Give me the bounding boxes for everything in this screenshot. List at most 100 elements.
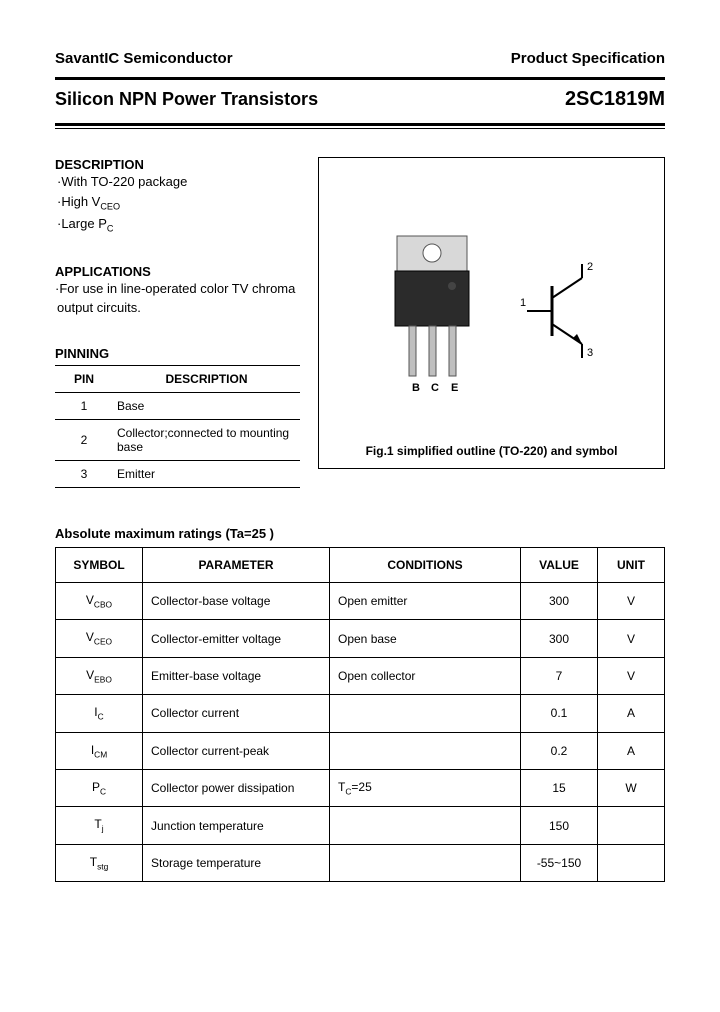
cell-unit xyxy=(598,844,665,881)
cell-parameter: Collector current-peak xyxy=(143,732,330,769)
table-row: VEBOEmitter-base voltageOpen collector7V xyxy=(56,657,665,694)
cell-symbol: Tj xyxy=(56,807,143,844)
col-unit: UNIT xyxy=(598,547,665,582)
table-row: 2 Collector;connected to mounting base xyxy=(55,419,300,460)
col-symbol: SYMBOL xyxy=(56,547,143,582)
doc-type: Product Specification xyxy=(511,50,665,67)
ratings-table: SYMBOL PARAMETER CONDITIONS VALUE UNIT V… xyxy=(55,547,665,882)
pin-num: 1 xyxy=(55,392,113,419)
cell-unit: V xyxy=(598,582,665,619)
cell-parameter: Junction temperature xyxy=(143,807,330,844)
applications-heading: APPLICATIONS xyxy=(55,264,300,279)
cell-conditions: Open emitter xyxy=(330,582,521,619)
description-heading: DESCRIPTION xyxy=(55,157,300,172)
pin-desc: Collector;connected to mounting base xyxy=(113,419,300,460)
rule xyxy=(55,77,665,80)
cell-unit: A xyxy=(598,732,665,769)
col-pin: PIN xyxy=(55,365,113,392)
cell-unit: W xyxy=(598,769,665,806)
cell-parameter: Collector-emitter voltage xyxy=(143,620,330,657)
cell-parameter: Collector current xyxy=(143,695,330,732)
desc-item: ·High VCEO xyxy=(57,192,300,214)
cell-parameter: Emitter-base voltage xyxy=(143,657,330,694)
cell-unit xyxy=(598,807,665,844)
cell-value: 150 xyxy=(521,807,598,844)
cell-symbol: ICM xyxy=(56,732,143,769)
table-row: VCEOCollector-emitter voltageOpen base30… xyxy=(56,620,665,657)
col-conditions: CONDITIONS xyxy=(330,547,521,582)
cell-conditions xyxy=(330,695,521,732)
company-name: SavantIC Semiconductor xyxy=(55,50,233,67)
cell-unit: V xyxy=(598,620,665,657)
svg-text:2: 2 xyxy=(587,261,593,273)
cell-parameter: Collector-base voltage xyxy=(143,582,330,619)
cell-conditions xyxy=(330,732,521,769)
rule xyxy=(55,128,665,129)
header-row: SavantIC Semiconductor Product Specifica… xyxy=(55,50,665,71)
table-row: ICCollector current 0.1A xyxy=(56,695,665,732)
cell-conditions xyxy=(330,807,521,844)
cell-conditions: Open collector xyxy=(330,657,521,694)
table-row: VCBOCollector-base voltageOpen emitter30… xyxy=(56,582,665,619)
description-list: ·With TO-220 package ·High VCEO ·Large P… xyxy=(55,172,300,236)
cell-symbol: Tstg xyxy=(56,844,143,881)
cell-symbol: VCEO xyxy=(56,620,143,657)
cell-conditions: TC=25 xyxy=(330,769,521,806)
pin-desc: Emitter xyxy=(113,460,300,487)
transistor-symbol-icon: 1 2 3 xyxy=(517,256,607,366)
table-header-row: SYMBOL PARAMETER CONDITIONS VALUE UNIT xyxy=(56,547,665,582)
cell-parameter: Storage temperature xyxy=(143,844,330,881)
table-row: PCCollector power dissipationTC=2515W xyxy=(56,769,665,806)
table-row: ICMCollector current-peak 0.2A xyxy=(56,732,665,769)
cell-symbol: VEBO xyxy=(56,657,143,694)
cell-value: 300 xyxy=(521,620,598,657)
pin-labels: B xyxy=(412,382,420,394)
title-row: Silicon NPN Power Transistors 2SC1819M xyxy=(55,82,665,117)
table-row: TjJunction temperature 150 xyxy=(56,807,665,844)
cell-value: 300 xyxy=(521,582,598,619)
svg-text:E: E xyxy=(451,382,458,394)
cell-unit: A xyxy=(598,695,665,732)
right-column: B C E 1 2 3 xyxy=(318,157,665,488)
ratings-heading: Absolute maximum ratings (Ta=25 ) xyxy=(55,526,665,541)
col-value: VALUE xyxy=(521,547,598,582)
cell-parameter: Collector power dissipation xyxy=(143,769,330,806)
cell-value: 15 xyxy=(521,769,598,806)
svg-text:1: 1 xyxy=(520,297,526,309)
table-header-row: PIN DESCRIPTION xyxy=(55,365,300,392)
cell-conditions: Open base xyxy=(330,620,521,657)
table-row: 1 Base xyxy=(55,392,300,419)
desc-item: ·Large PC xyxy=(57,214,300,236)
figure-box: B C E 1 2 3 xyxy=(318,157,665,469)
pinning-table: PIN DESCRIPTION 1 Base 2 Collector;conne… xyxy=(55,365,300,488)
cell-value: 7 xyxy=(521,657,598,694)
svg-text:C: C xyxy=(431,382,439,394)
pin-desc: Base xyxy=(113,392,300,419)
part-number: 2SC1819M xyxy=(565,88,665,111)
col-desc: DESCRIPTION xyxy=(113,365,300,392)
applications-text: ·For use in line-operated color TV chrom… xyxy=(55,279,300,318)
pin-num: 3 xyxy=(55,460,113,487)
cell-symbol: VCBO xyxy=(56,582,143,619)
cell-symbol: IC xyxy=(56,695,143,732)
cell-unit: V xyxy=(598,657,665,694)
cell-conditions xyxy=(330,844,521,881)
figure-caption: Fig.1 simplified outline (TO-220) and sy… xyxy=(366,444,618,458)
desc-item: ·With TO-220 package xyxy=(57,172,300,192)
cell-value: 0.1 xyxy=(521,695,598,732)
svg-text:3: 3 xyxy=(587,347,593,359)
product-family: Silicon NPN Power Transistors xyxy=(55,89,318,110)
two-column-region: DESCRIPTION ·With TO-220 package ·High V… xyxy=(55,157,665,488)
rule xyxy=(55,123,665,126)
left-column: DESCRIPTION ·With TO-220 package ·High V… xyxy=(55,157,300,488)
package-outline-icon: B C E xyxy=(377,226,487,396)
cell-symbol: PC xyxy=(56,769,143,806)
col-parameter: PARAMETER xyxy=(143,547,330,582)
cell-value: 0.2 xyxy=(521,732,598,769)
table-row: 3 Emitter xyxy=(55,460,300,487)
datasheet-page: SavantIC Semiconductor Product Specifica… xyxy=(0,0,720,932)
cell-value: -55~150 xyxy=(521,844,598,881)
pinning-heading: PINNING xyxy=(55,346,300,361)
figure-content: B C E 1 2 3 xyxy=(329,178,654,444)
pin-num: 2 xyxy=(55,419,113,460)
